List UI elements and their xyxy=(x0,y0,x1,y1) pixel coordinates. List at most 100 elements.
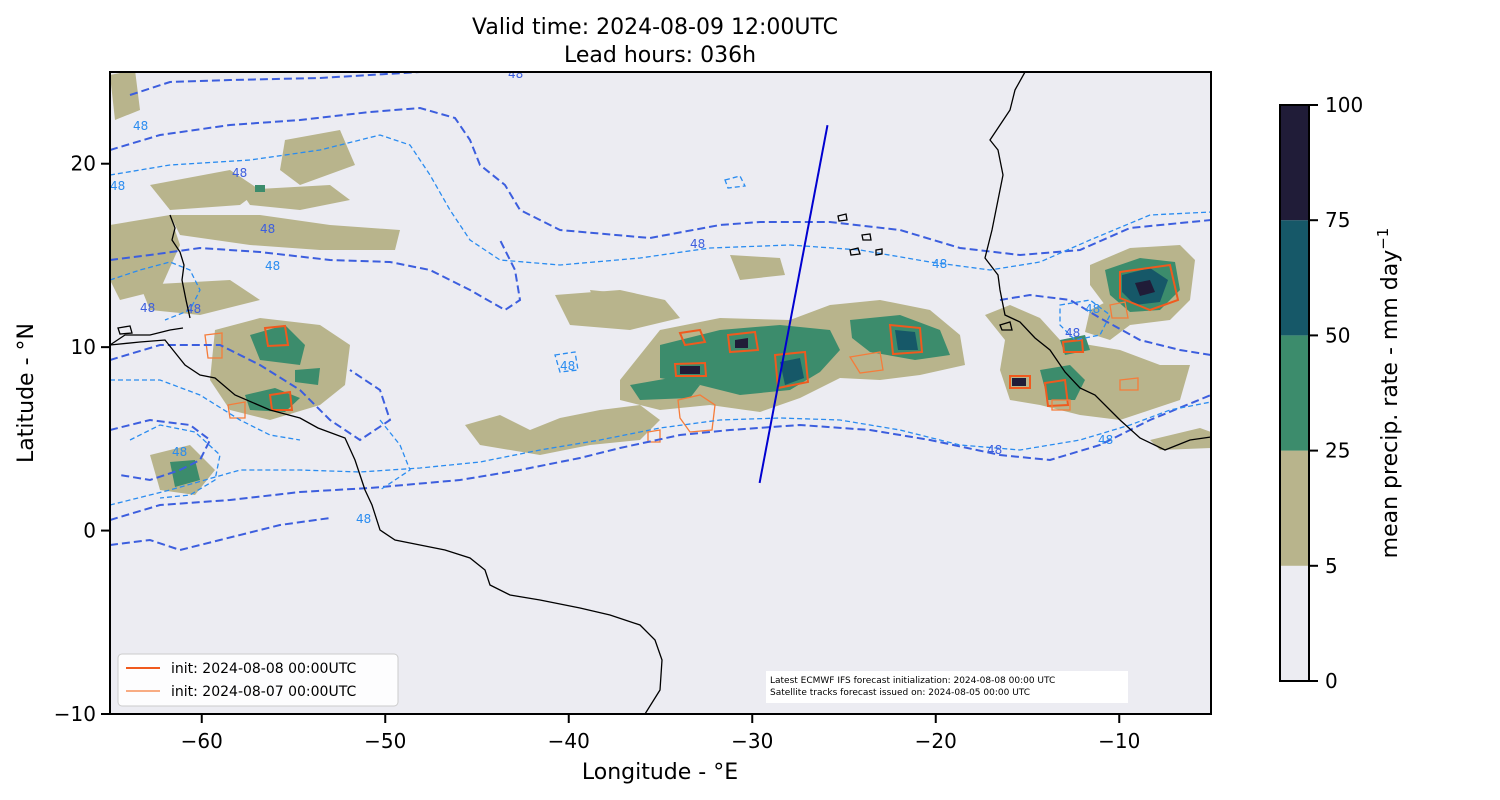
colorbar-tick-label: 0 xyxy=(1325,669,1338,693)
colorbar-tick-label: 25 xyxy=(1325,439,1350,463)
orange-thin-contour-2 xyxy=(677,394,716,433)
info-line-1: Latest ECMWF IFS forecast initialization… xyxy=(770,676,1055,686)
colorbar-frame xyxy=(1279,104,1310,682)
coastlines xyxy=(110,72,1211,714)
precip-extreme-east-2 xyxy=(1012,378,1026,386)
precip-area-east-1 xyxy=(985,305,1190,420)
contour-label: 48 xyxy=(1065,326,1080,340)
island-cape-verde-2 xyxy=(861,233,872,241)
precip-area-north-3 xyxy=(240,185,350,210)
colorbar: 0 5 25 50 75 100 mean precip. rate - mm day−1 xyxy=(1279,93,1403,693)
y-tick-label: 20 xyxy=(71,152,96,176)
precip-area-venezuela xyxy=(210,318,350,420)
map-panel[interactable]: 48 48 48 48 48 48 48 48 48 48 48 48 48 4… xyxy=(109,67,1212,715)
colorbar-band xyxy=(1280,220,1309,336)
precip-core-guyana xyxy=(170,460,200,487)
precip-area-caribbean-3 xyxy=(140,280,260,315)
precip-area-caribbean-2 xyxy=(170,215,400,250)
legend-label-init-0807: init: 2024-08-07 00:00UTC xyxy=(171,684,356,700)
precip-area-midatlantic-1 xyxy=(465,405,660,455)
colorbar-tick-label: 75 xyxy=(1325,208,1350,232)
contour-label: 48 xyxy=(186,302,201,316)
blue-thin-contour-mid xyxy=(110,379,301,441)
precip-core-venezuela-3 xyxy=(295,368,320,385)
contour-label: 48 xyxy=(356,512,371,526)
title-line-1: Valid time: 2024-08-09 12:00UTC xyxy=(472,15,838,40)
colorbar-label: mean precip. rate - mm day−1 xyxy=(1374,228,1403,559)
island-trinidad xyxy=(117,325,133,335)
legend: init: 2024-08-08 00:00UTC init: 2024-08-… xyxy=(117,653,399,707)
precip-area-midatlantic-4 xyxy=(730,255,785,280)
contour-labels: 48 48 48 48 48 48 48 48 48 48 48 48 48 4… xyxy=(110,72,1113,526)
precip-core-east-2 xyxy=(1040,365,1085,400)
colorbar-band xyxy=(1280,335,1309,451)
contour-label: 48 xyxy=(232,166,247,180)
satellite-track-line xyxy=(758,125,829,484)
contour-label: 48 xyxy=(140,301,155,315)
legend-label-init-0808: init: 2024-08-08 00:00UTC xyxy=(171,661,356,677)
blue-thin-contour-south xyxy=(110,401,1211,506)
x-axis: −60 −50 −40 −30 −20 −10 xyxy=(181,714,1140,753)
orange-contour-7 xyxy=(1009,375,1031,389)
y-axis-label: Latitude - °N xyxy=(14,323,39,463)
precip-extreme-main-2 xyxy=(680,366,700,374)
x-tick-label: −30 xyxy=(731,729,773,753)
contours-init-2024-08-08 xyxy=(263,263,1180,411)
blue-thin-contour-caribbean xyxy=(129,424,221,499)
blue-thick-contour-north xyxy=(110,106,1211,257)
island-cape-verde-4 xyxy=(875,248,883,256)
contour-label: 48 xyxy=(265,259,280,273)
orange-thin-contour-7 xyxy=(1051,399,1071,411)
blue-thin-contour-east xyxy=(1059,299,1111,341)
contour-label: 48 xyxy=(987,443,1002,457)
island-bissagos xyxy=(999,321,1013,331)
x-tick-label: −10 xyxy=(1098,729,1140,753)
orange-contour-6 xyxy=(1119,263,1180,312)
blue-contours-thick xyxy=(110,72,1211,552)
info-box-background xyxy=(766,671,1128,703)
contour-label: 48 xyxy=(932,257,947,271)
map-layers: 48 48 48 48 48 48 48 48 48 48 48 48 48 4… xyxy=(110,72,1211,714)
precip-heavy-main-2 xyxy=(895,330,918,350)
island-cape-verde-1 xyxy=(837,213,848,222)
colorbar-tick-label: 100 xyxy=(1325,93,1363,117)
info-box: Latest ECMWF IFS forecast initialization… xyxy=(766,671,1128,703)
blue-thick-contour-east xyxy=(999,293,1211,356)
precip-area-caribbean-1 xyxy=(110,215,180,300)
precip-heavy-main xyxy=(780,358,804,385)
y-tick-label: −10 xyxy=(54,702,96,726)
blue-thin-contour-west-2 xyxy=(379,419,411,491)
coastline-caribbean-coast xyxy=(110,327,184,346)
orange-contour-11 xyxy=(268,390,294,411)
precip-area-north-1 xyxy=(150,170,260,210)
orange-contour-10 xyxy=(263,324,290,348)
precip-area-north-2 xyxy=(280,130,355,185)
contour-label: 48 xyxy=(260,222,275,236)
orange-thin-contour-4 xyxy=(204,332,223,359)
contour-label: 48 xyxy=(133,119,148,133)
blue-thick-contour-south-2 xyxy=(110,517,331,552)
blue-thin-contour-west xyxy=(110,261,201,321)
precip-core-venezuela-2 xyxy=(245,388,300,412)
map-frame xyxy=(109,71,1212,715)
contour-label: 48 xyxy=(1098,433,1113,447)
info-line-2: Satellite tracks forecast issued on: 202… xyxy=(770,688,1030,698)
precip-area-west-atlantic xyxy=(110,72,140,120)
orange-contour-8 xyxy=(1043,378,1070,408)
orange-thin-contour-8 xyxy=(1119,377,1139,391)
precip-core-north xyxy=(255,185,265,192)
colorbar-band xyxy=(1280,565,1309,681)
island-lesser-antilles xyxy=(169,214,191,319)
blue-thick-contour-mid-1 xyxy=(110,239,522,312)
blue-thick-contour-south xyxy=(110,394,1211,521)
precip-band-75-100 xyxy=(680,280,1155,386)
y-tick-label: 10 xyxy=(71,335,96,359)
y-tick-label: 0 xyxy=(83,519,96,543)
x-tick-label: −40 xyxy=(548,729,590,753)
title-line-2: Lead hours: 036h xyxy=(564,43,756,68)
orange-contour-4 xyxy=(888,323,924,356)
colorbar-label-exponent: −1 xyxy=(1374,228,1392,250)
x-axis-label: Longitude - °E xyxy=(582,760,738,785)
precip-extreme-main-1 xyxy=(735,338,748,348)
